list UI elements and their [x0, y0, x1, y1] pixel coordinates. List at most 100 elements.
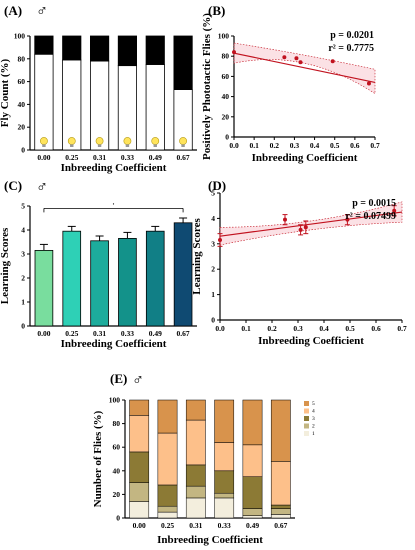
r-squared-text: r² = 0.07499	[345, 211, 396, 222]
x-tick-label: 0.6	[350, 141, 360, 150]
stacked-bar-segment	[270, 504, 291, 509]
x-tick-label: 0.5	[345, 324, 355, 333]
y-tick-label: 20	[18, 123, 26, 132]
panel-label-d: (D)	[208, 178, 226, 193]
legend-swatch	[304, 416, 309, 421]
legend-swatch	[304, 408, 309, 414]
chart-panel-e: 0 20 40 60 80 100 Number of Flies (%) Inbreedin…	[92, 396, 315, 547]
x-tick-label: 0.1	[249, 141, 259, 150]
male-symbol-e: ♂	[132, 372, 144, 389]
stacked-bar-segment	[214, 470, 235, 494]
y-tick-label: 60	[113, 443, 121, 452]
y-tick-label: 80	[18, 54, 26, 63]
stacked-bar-segment	[214, 442, 235, 472]
stacked-bar-segment	[214, 492, 235, 499]
panel-label-a: (A)	[4, 3, 22, 18]
y-axis-label: Fly Count (%)	[0, 58, 11, 127]
x-tick-label: 0.67	[274, 521, 287, 530]
legend-label: 2	[312, 424, 315, 430]
confidence-band	[233, 42, 376, 95]
stacked-bar-segment	[129, 451, 150, 483]
y-tick-label: 4	[211, 214, 215, 223]
bulb-glass	[95, 137, 104, 145]
bar	[62, 230, 82, 327]
stacked-bar-segment	[185, 419, 206, 466]
y-tick-label: 1	[211, 290, 215, 299]
y-tick-label: 60	[18, 77, 26, 86]
stacked-bar-segment	[185, 485, 206, 499]
x-tick-label: 0.7	[397, 324, 407, 333]
light-bulb-icon	[67, 137, 76, 147]
x-axis-label: Inbreeding Coefficient	[258, 335, 364, 347]
legend-swatch	[304, 401, 309, 406]
stacked-bar-segment	[89, 60, 110, 151]
bar	[145, 230, 165, 327]
stacked-bar-segment	[242, 508, 263, 516]
y-tick-label: 100	[109, 396, 121, 405]
x-tick-label: 0.31	[189, 521, 202, 530]
p-value-text: p = 0.0201	[330, 30, 374, 41]
light-bulb-icon	[151, 137, 160, 147]
y-axis-label: Positively Phototactic Flies (%)	[201, 13, 213, 160]
x-tick-label: 0.33	[218, 521, 231, 530]
bulb-base	[125, 144, 130, 147]
y-tick-label: 0	[225, 133, 229, 142]
y-tick-label: 40	[113, 466, 121, 475]
y-tick-label: 60	[222, 72, 230, 81]
bulb-base	[70, 144, 74, 147]
x-tick-label: 0.2	[270, 141, 280, 150]
stacked-bar-segment	[173, 35, 193, 90]
x-tick-label: 0.3	[290, 141, 300, 150]
stacked-bar-segment	[157, 505, 178, 513]
male-symbol-c: ♂	[36, 179, 48, 196]
x-tick-label: 0.7	[370, 141, 380, 150]
legend-label: 4	[312, 409, 315, 415]
stacked-bar-segment	[270, 399, 291, 462]
stacked-bar-segment	[270, 461, 291, 506]
y-tick-label: 5	[21, 202, 25, 211]
stacked-bar-segment	[185, 464, 206, 487]
stacked-bar-segment	[214, 497, 235, 519]
x-tick-label: 0.31	[93, 153, 106, 162]
bulb-glass	[179, 137, 187, 145]
stacked-bar-segment	[129, 482, 150, 502]
y-tick-label: 5	[211, 189, 215, 198]
stacked-bar-segment	[185, 399, 206, 421]
bulb-base	[153, 144, 157, 147]
y-tick-label: 40	[222, 92, 230, 101]
x-tick-label: 0.4	[319, 324, 329, 333]
legend-swatch	[304, 431, 309, 436]
panel-label-e: (E)	[110, 371, 127, 386]
data-point	[232, 50, 236, 55]
x-tick-label: 0.00	[133, 521, 146, 530]
x-tick-label: 0.1	[241, 324, 251, 333]
legend-swatch	[304, 423, 309, 429]
data-point	[303, 225, 308, 230]
data-point	[366, 81, 371, 86]
stacked-bar-segment	[129, 399, 150, 416]
stacked-bar-segment	[185, 497, 206, 519]
y-tick-label: 4	[21, 226, 25, 235]
y-tick-label: 80	[222, 52, 230, 61]
stacked-bar-segment	[270, 514, 291, 519]
y-tick-label: 3	[211, 239, 215, 248]
stacked-bar-segment	[270, 508, 291, 515]
chart-panel-d: 0 1 2 3 4 5 Learning Scores Inbreeding Coeffici…	[191, 189, 407, 348]
y-tick-label: 2	[21, 274, 25, 283]
stacked-bar-segment	[242, 515, 263, 519]
y-tick-label: 1	[21, 298, 25, 307]
x-axis-label: Inbreeding Coefficient	[61, 338, 167, 350]
x-tick-label: 0.49	[149, 329, 162, 338]
y-axis-label: Learning Scores	[191, 218, 203, 295]
data-point	[218, 237, 222, 242]
data-point	[392, 208, 397, 213]
regression-line	[219, 211, 403, 237]
stacked-bar-segment	[157, 511, 178, 519]
x-tick-label: 0.4	[310, 141, 320, 150]
p-value-text: p = 0.0015	[352, 198, 396, 209]
stacked-bar-segment	[34, 35, 54, 55]
y-tick-label: 0	[116, 514, 120, 523]
bulb-base	[181, 144, 185, 147]
x-tick-label: 0.67	[177, 329, 190, 338]
